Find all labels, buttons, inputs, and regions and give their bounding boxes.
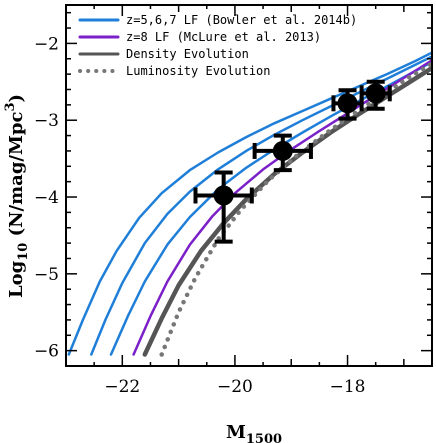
legend-label: Density Evolution: [126, 47, 249, 61]
legend-item-4: Luminosity Evolution: [78, 64, 271, 78]
y-tick-label: −6: [34, 342, 59, 362]
data-points-layer: [213, 83, 386, 206]
y-axis-title: Log10 (N/mag/Mpc3): [3, 94, 31, 298]
legend-label: z=5,6,7 LF (Bowler et al. 2014b): [126, 13, 357, 27]
legend-item-1: z=5,6,7 LF (Bowler et al. 2014b): [78, 13, 357, 27]
y-tick-label: −4: [34, 188, 59, 208]
legend-item-3: Density Evolution: [78, 47, 249, 61]
axis-ticks: [65, 5, 433, 367]
legend-item-2: z=8 LF (McLure et al. 2013): [78, 30, 321, 44]
curve-6: [159, 61, 432, 357]
x-axis-title: M1500: [226, 422, 282, 443]
x-tick-label: −22: [104, 377, 140, 397]
plot-frame: [65, 4, 433, 367]
x-tick-label: −20: [217, 377, 253, 397]
y-tick-label: −3: [34, 111, 59, 131]
data-point-2: [272, 140, 293, 161]
data-point-1: [213, 185, 234, 206]
legend-label: z=8 LF (McLure et al. 2013): [126, 30, 321, 44]
y-tick-label: −5: [34, 265, 59, 285]
y-tick-label: −2: [34, 34, 59, 54]
legend-label: Luminosity Evolution: [126, 64, 271, 78]
curve-5: [142, 65, 432, 357]
x-tick-label: −18: [330, 377, 366, 397]
axis-tick-labels: −22 −20 −18 −6 −5 −4 −3 −2: [34, 34, 366, 397]
data-point-4: [365, 83, 386, 104]
curve-3: [109, 60, 432, 356]
legend: z=5,6,7 LF (Bowler et al. 2014b) z=8 LF (…: [78, 13, 357, 78]
data-point-3: [337, 93, 358, 114]
